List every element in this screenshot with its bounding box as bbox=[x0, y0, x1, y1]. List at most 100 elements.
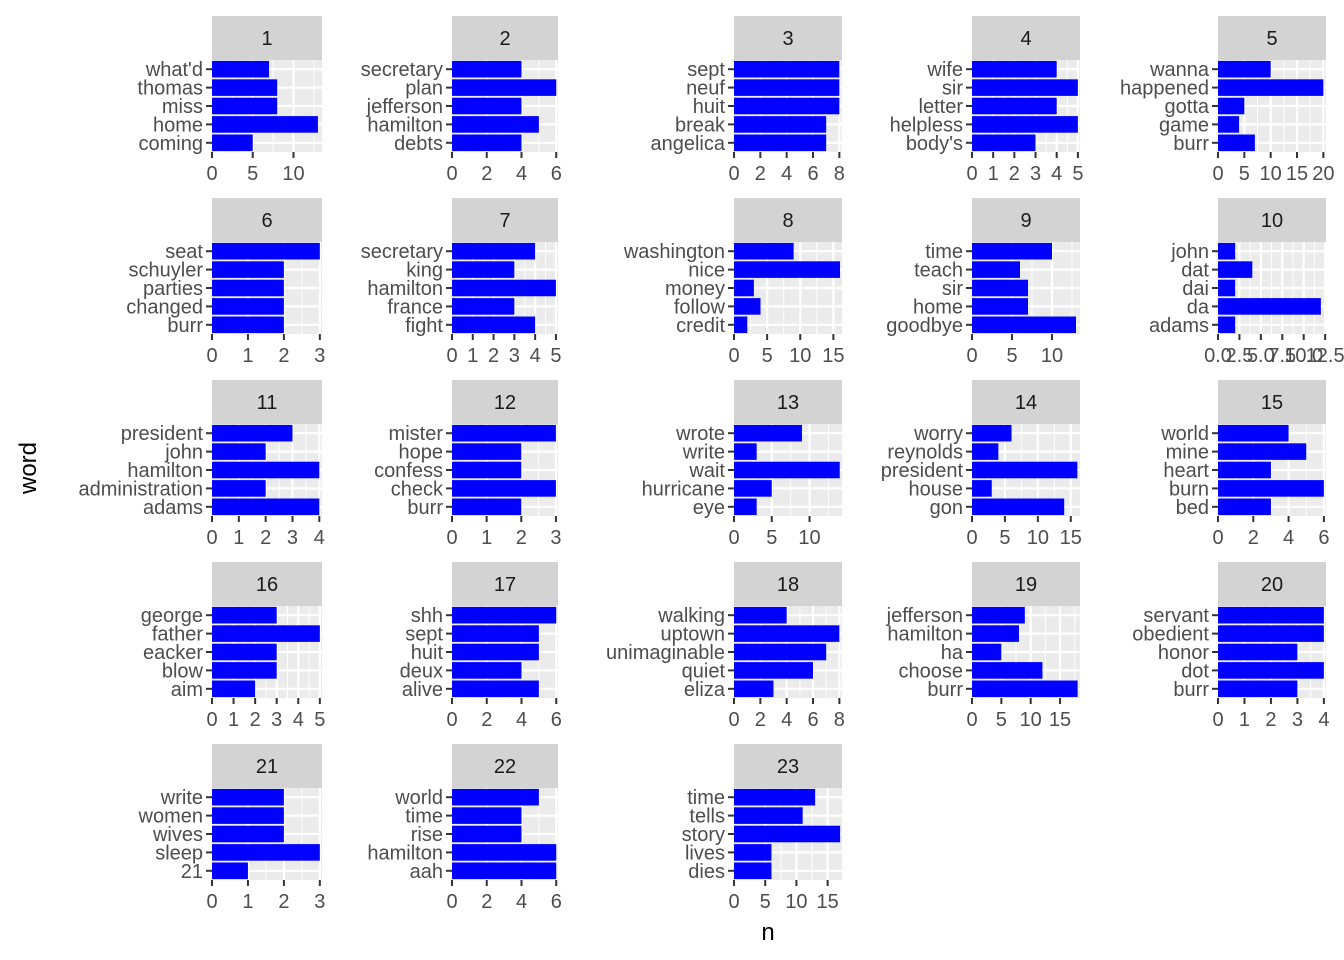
bar-reynolds bbox=[972, 443, 999, 460]
bar-nice bbox=[734, 261, 841, 278]
bar-unimaginable bbox=[734, 643, 827, 661]
x-tick-label: 5 bbox=[247, 163, 258, 185]
x-tick-label: 5 bbox=[1006, 345, 1017, 367]
facet-strip bbox=[734, 744, 842, 788]
word-label: deux bbox=[400, 660, 443, 682]
bar-choose bbox=[972, 662, 1043, 679]
facet-strip-label: 23 bbox=[777, 756, 799, 778]
word-label: heart bbox=[1163, 460, 1209, 482]
bar-eye bbox=[734, 498, 757, 516]
x-tick-label: 4 bbox=[781, 709, 792, 731]
x-tick-label: 3 bbox=[271, 709, 282, 731]
word-label: hamilton bbox=[887, 624, 963, 646]
x-tick-label: 0.0 bbox=[1204, 345, 1232, 367]
x-tick-label: 2 bbox=[488, 345, 499, 367]
bar-wanna bbox=[1218, 60, 1271, 78]
word-label: angelica bbox=[650, 133, 725, 155]
word-label: secretary bbox=[361, 59, 443, 81]
word-label: john bbox=[164, 442, 203, 464]
facet-strip-label: 12 bbox=[494, 392, 516, 414]
x-tick-label: 0 bbox=[446, 345, 457, 367]
word-label: teach bbox=[914, 260, 963, 282]
x-axis-title: n bbox=[761, 919, 774, 946]
x-tick-label: 5 bbox=[762, 345, 773, 367]
facet-strip bbox=[452, 562, 558, 606]
x-tick-label: 6 bbox=[807, 709, 818, 731]
bar-21 bbox=[212, 862, 248, 880]
x-tick-label: 6 bbox=[551, 709, 562, 731]
x-tick-label: 2 bbox=[481, 891, 492, 913]
x-tick-label: 10 bbox=[785, 891, 807, 913]
x-tick-label: 0 bbox=[966, 527, 977, 549]
x-tick-label: 3 bbox=[287, 527, 298, 549]
word-label: aah bbox=[410, 861, 443, 883]
word-label: gotta bbox=[1165, 96, 1210, 118]
word-label: tells bbox=[689, 806, 725, 828]
bar-time bbox=[452, 807, 522, 824]
bar-seat bbox=[212, 242, 320, 260]
facet-strip bbox=[972, 380, 1080, 424]
x-tick-label: 5 bbox=[999, 527, 1010, 549]
x-tick-label: 0 bbox=[446, 163, 457, 185]
bar-eliza bbox=[734, 680, 774, 698]
bar-home bbox=[212, 116, 318, 133]
x-tick-label: 1 bbox=[233, 527, 244, 549]
x-tick-label: 10 bbox=[1041, 345, 1063, 367]
bar-walking bbox=[734, 606, 787, 624]
word-label: 21 bbox=[181, 861, 203, 883]
facet-strip bbox=[452, 744, 558, 788]
bar-alive bbox=[452, 680, 539, 698]
y-axis-title: word bbox=[15, 442, 42, 495]
x-tick-label: 2 bbox=[755, 163, 766, 185]
word-label: father bbox=[152, 624, 203, 646]
bar-burr bbox=[212, 316, 284, 334]
word-label: story bbox=[682, 824, 725, 846]
x-tick-label: 4 bbox=[1318, 709, 1329, 731]
bar-changed bbox=[212, 298, 284, 315]
word-label: washington bbox=[623, 241, 725, 263]
x-tick-label: 2 bbox=[1248, 527, 1259, 549]
bar-dai bbox=[1218, 279, 1236, 297]
word-label: honor bbox=[1158, 642, 1209, 664]
bar-confess bbox=[452, 461, 522, 479]
facet-strip bbox=[1218, 198, 1326, 242]
bar-blow bbox=[212, 662, 277, 679]
word-label: body's bbox=[906, 133, 963, 155]
word-label: credit bbox=[676, 315, 725, 337]
facet-strip-label: 6 bbox=[261, 210, 272, 232]
word-label: dat bbox=[1181, 260, 1209, 282]
x-tick-label: 0 bbox=[966, 345, 977, 367]
bar-ha bbox=[972, 643, 1002, 661]
bar-break bbox=[734, 116, 827, 133]
x-tick-label: 3 bbox=[550, 527, 561, 549]
bar-administration bbox=[212, 480, 266, 497]
word-label: hamilton bbox=[367, 278, 443, 300]
facet-strip-label: 1 bbox=[261, 28, 272, 50]
word-label: wrote bbox=[675, 423, 725, 445]
x-tick-label: 0 bbox=[1212, 527, 1223, 549]
bar-hurricane bbox=[734, 480, 772, 497]
word-label: sept bbox=[405, 624, 443, 646]
word-label: reynolds bbox=[887, 442, 963, 464]
x-tick-label: 10.0 bbox=[1284, 345, 1323, 367]
word-label: helpless bbox=[890, 114, 963, 136]
x-tick-label: 2 bbox=[1265, 709, 1276, 731]
x-tick-label: 6 bbox=[551, 891, 562, 913]
word-label: mine bbox=[1166, 442, 1209, 464]
word-label: write bbox=[160, 787, 203, 809]
word-label: neuf bbox=[686, 78, 725, 100]
bar-sir bbox=[972, 79, 1078, 96]
bar-burn bbox=[1218, 480, 1324, 497]
bar-teach bbox=[972, 261, 1020, 278]
bar-george bbox=[212, 606, 277, 624]
bar-aah bbox=[452, 862, 557, 880]
facet-strip-label: 21 bbox=[256, 756, 278, 778]
bar-neuf bbox=[734, 79, 840, 96]
